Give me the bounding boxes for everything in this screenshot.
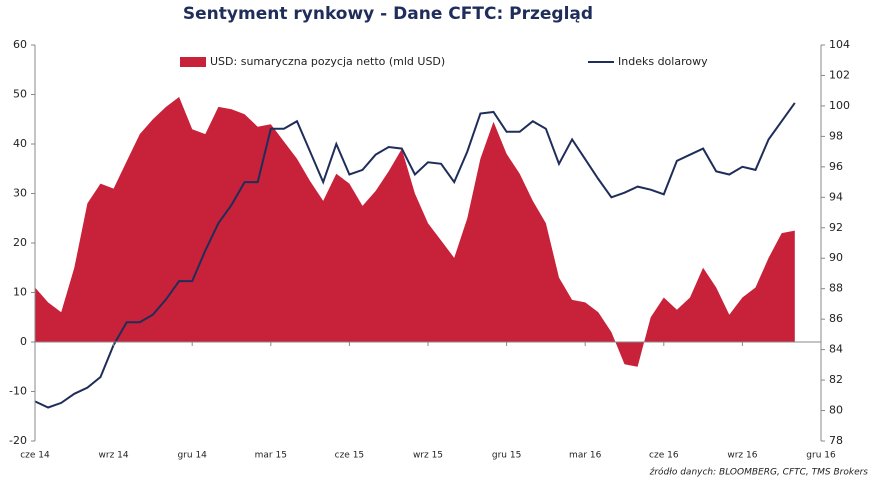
y-tick-label: 0	[20, 335, 27, 348]
legend-swatch	[180, 57, 206, 67]
x-tick-label: mar 15	[255, 451, 287, 461]
x-tick-label: wrz 16	[727, 451, 757, 461]
x-tick-label: wrz 14	[99, 451, 129, 461]
y-tick-label: 60	[13, 38, 27, 51]
x-tick-label: cze 16	[649, 451, 679, 461]
y2-tick-label: 94	[829, 190, 843, 203]
x-tick-label: gru 15	[492, 451, 521, 461]
y-tick-label: 50	[13, 88, 27, 101]
y2-tick-label: 82	[829, 373, 843, 386]
chart-title: Sentyment rynkowy - Dane CFTC: Przegląd	[183, 4, 593, 24]
y-tick-label: -20	[9, 434, 27, 447]
y2-tick-label: 78	[829, 434, 843, 447]
x-tick-label: gru 14	[177, 451, 207, 461]
y-tick-label: -10	[9, 385, 27, 398]
y2-tick-label: 104	[829, 38, 850, 51]
legend-label: USD: sumaryczna pozycja netto (mld USD)	[210, 55, 445, 68]
y2-tick-label: 92	[829, 221, 843, 234]
area	[35, 97, 795, 367]
y2-tick-label: 88	[829, 282, 843, 295]
source-note: źródło danych: BLOOMBERG, CFTC, TMS Brok…	[649, 467, 869, 478]
y-tick-label: 20	[13, 236, 27, 249]
legend-label: Indeks dolarowy	[618, 55, 708, 68]
y2-tick-label: 100	[829, 99, 850, 112]
y2-tick-label: 84	[829, 343, 843, 356]
x-tick-label: gru 16	[806, 451, 836, 461]
y2-tick-label: 80	[829, 404, 843, 417]
y2-tick-label: 86	[829, 312, 843, 325]
x-tick-label: cze 14	[20, 451, 50, 461]
x-tick-label: cze 15	[335, 451, 365, 461]
y-tick-label: 40	[13, 137, 27, 150]
y2-tick-label: 102	[829, 68, 850, 81]
y2-tick-label: 98	[829, 129, 843, 142]
y2-tick-label: 90	[829, 251, 843, 264]
x-tick-label: mar 16	[569, 451, 602, 461]
line	[34, 102, 796, 409]
y2-tick-label: 96	[829, 160, 843, 173]
y-tick-label: 10	[13, 286, 27, 299]
x-tick-label: wrz 15	[413, 451, 443, 461]
y-tick-label: 30	[13, 187, 27, 200]
